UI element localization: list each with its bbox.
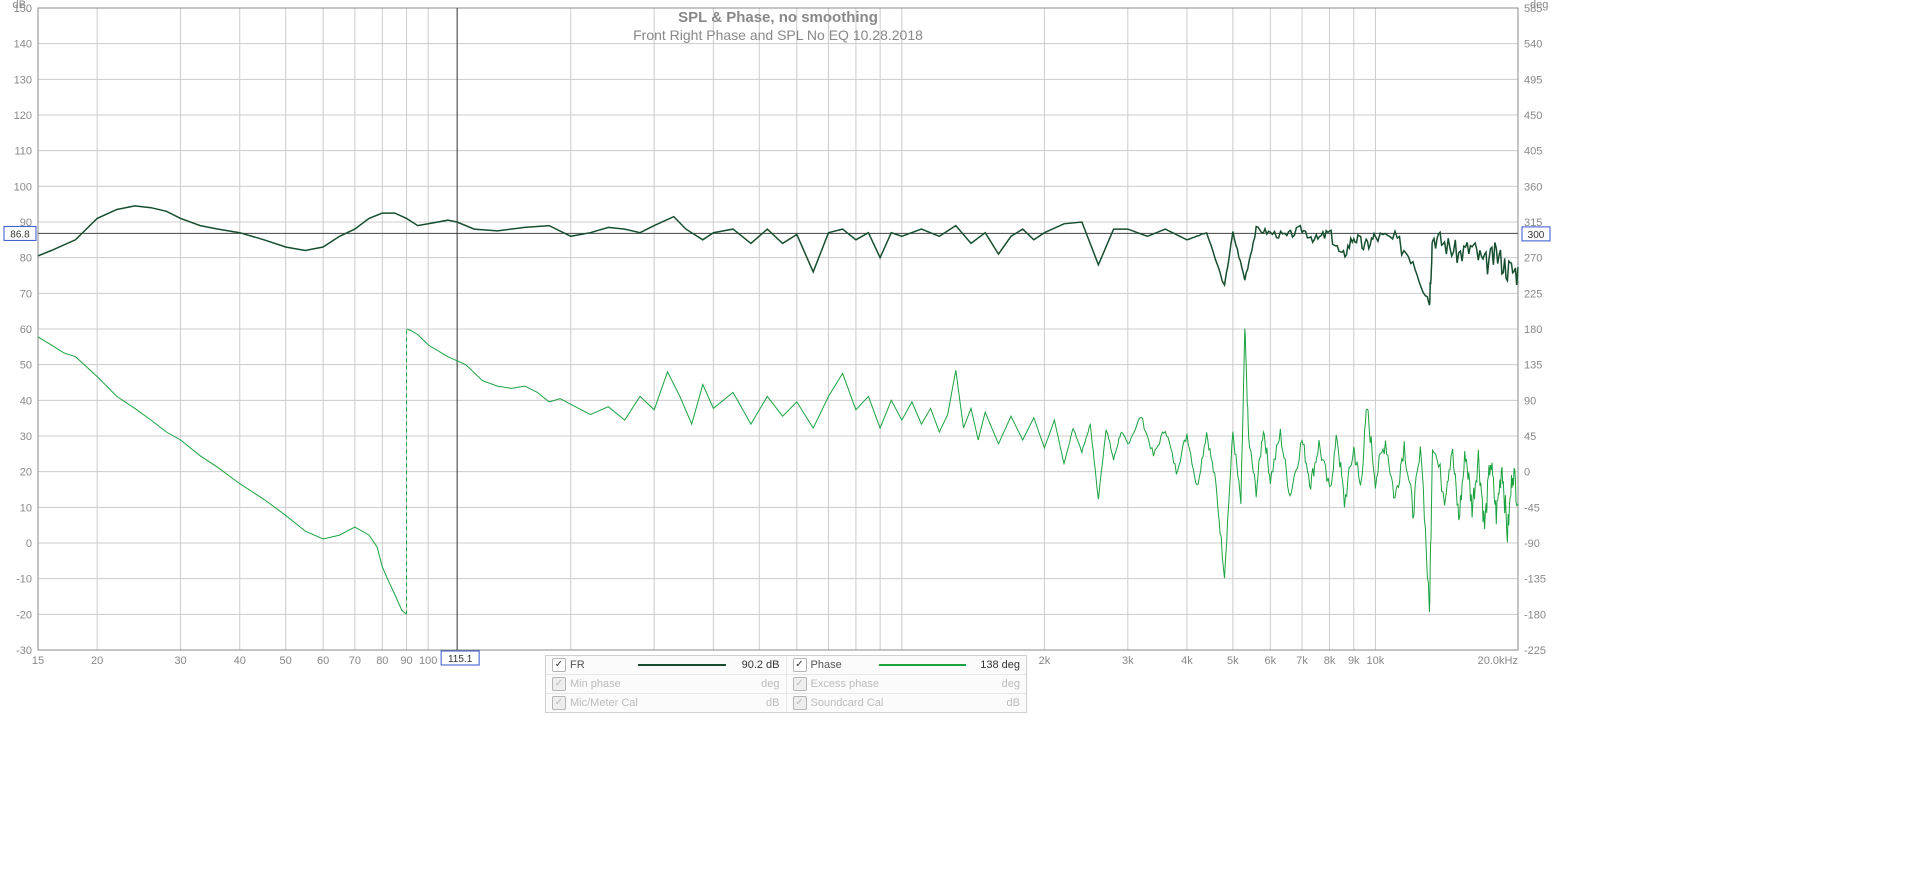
legend-label: Soundcard Cal (811, 697, 884, 709)
x-tick: 8k (1324, 655, 1336, 667)
y-right-tick: 135 (1524, 360, 1542, 372)
legend-item: Mic/Meter Cal dB (546, 693, 787, 712)
legend-item: Min phase deg (546, 674, 787, 693)
legend-label: Excess phase (811, 678, 879, 690)
legend-value: dB (734, 697, 780, 709)
legend-checkbox (793, 677, 807, 691)
legend-swatch (638, 664, 726, 666)
y-left-tick: 0 (26, 538, 32, 550)
y-left-tick: 50 (20, 360, 32, 372)
y-left-tick: 150 (14, 3, 32, 15)
x-tick: 6k (1265, 655, 1277, 667)
y-right-tick: -135 (1524, 574, 1546, 586)
legend-label: Phase (811, 659, 871, 671)
legend-label: Min phase (570, 678, 630, 690)
x-tick: 10k (1367, 655, 1385, 667)
y-left-tick: 10 (20, 502, 32, 514)
y-right-tick: 495 (1524, 74, 1542, 86)
x-tick: 3k (1122, 655, 1134, 667)
legend-label: FR (570, 659, 630, 671)
x-tick: 50 (280, 655, 292, 667)
chart-title: SPL & Phase, no smoothing (678, 9, 878, 26)
legend-value: dB (974, 697, 1020, 709)
x-tick: 40 (234, 655, 246, 667)
legend-checkbox[interactable] (552, 658, 566, 672)
y-right-tick: 0 (1524, 467, 1530, 479)
y-left-tick: 80 (20, 253, 32, 265)
y-left-tick: 60 (20, 324, 32, 336)
x-tick: 4k (1181, 655, 1193, 667)
svg-text:115.1: 115.1 (448, 654, 473, 665)
y-right-tick: 540 (1524, 39, 1542, 51)
y-left-tick: 130 (14, 74, 32, 86)
legend-value: deg (734, 678, 780, 690)
legend-checkbox[interactable] (793, 658, 807, 672)
legend-checkbox (552, 677, 566, 691)
y-left-tick: 100 (14, 181, 32, 193)
svg-text:20.0kHz: 20.0kHz (1478, 655, 1518, 667)
y-right-tick: 90 (1524, 395, 1536, 407)
x-tick: 20 (91, 655, 103, 667)
y-left-tick: 120 (14, 110, 32, 122)
legend-swatch (879, 664, 967, 666)
y-left-tick: 20 (20, 467, 32, 479)
legend-item[interactable]: FR 90.2 dB (546, 656, 787, 674)
legend-row: FR 90.2 dB Phase 138 deg (546, 656, 1026, 674)
svg-text:300: 300 (1528, 230, 1545, 241)
legend-value: deg (974, 678, 1020, 690)
x-tick: 100 (419, 655, 437, 667)
y-right-tick: 585 (1524, 3, 1542, 15)
y-left-tick: 40 (20, 395, 32, 407)
x-tick: 70 (349, 655, 361, 667)
legend-row: Min phase deg Excess phase deg (546, 674, 1026, 693)
chart-container: SPL & Phase, no smoothingFront Right Pha… (0, 0, 1920, 870)
legend-value: 90.2 dB (734, 659, 780, 671)
x-tick: 7k (1296, 655, 1308, 667)
y-right-tick: -45 (1524, 502, 1540, 514)
y-left-tick: 110 (14, 146, 32, 158)
x-tick: 60 (317, 655, 329, 667)
y-right-tick: -180 (1524, 609, 1546, 621)
y-left-tick: 140 (14, 39, 32, 51)
y-left-tick: -30 (16, 645, 32, 657)
x-tick: 90 (400, 655, 412, 667)
x-tick: 9k (1348, 655, 1360, 667)
x-tick: 2k (1039, 655, 1051, 667)
chart-svg[interactable]: SPL & Phase, no smoothingFront Right Pha… (0, 0, 1920, 870)
y-right-tick: 405 (1524, 146, 1542, 158)
y-right-tick: -90 (1524, 538, 1540, 550)
legend-checkbox (552, 696, 566, 710)
x-tick: 5k (1227, 655, 1239, 667)
legend-item[interactable]: Phase 138 deg (787, 656, 1027, 674)
legend-label: Mic/Meter Cal (570, 697, 638, 709)
y-right-tick: -225 (1524, 645, 1546, 657)
x-tick: 30 (174, 655, 186, 667)
chart-subtitle: Front Right Phase and SPL No EQ 10.28.20… (633, 27, 923, 43)
legend-checkbox (793, 696, 807, 710)
legend-item: Soundcard Cal dB (787, 693, 1027, 712)
svg-text:15: 15 (32, 655, 44, 667)
y-right-tick: 270 (1524, 253, 1542, 265)
y-right-tick: 450 (1524, 110, 1542, 122)
y-right-tick: 45 (1524, 431, 1536, 443)
y-left-tick: -10 (16, 574, 32, 586)
legend-row: Mic/Meter Cal dB Soundcard Cal dB (546, 693, 1026, 712)
y-left-tick: 70 (20, 288, 32, 300)
legend-swatch (638, 683, 726, 685)
legend: FR90.2 dBPhase138 degMin phasedegExcess … (545, 655, 1027, 713)
legend-value: 138 deg (974, 659, 1020, 671)
legend-swatch (891, 702, 966, 704)
y-right-tick: 180 (1524, 324, 1542, 336)
y-right-tick: 360 (1524, 181, 1542, 193)
svg-text:86.8: 86.8 (10, 229, 30, 240)
legend-swatch (646, 702, 726, 704)
y-left-tick: -20 (16, 609, 32, 621)
y-right-tick: 225 (1524, 288, 1542, 300)
y-left-tick: 30 (20, 431, 32, 443)
legend-swatch (887, 683, 966, 685)
x-tick: 80 (376, 655, 388, 667)
legend-item: Excess phase deg (787, 674, 1027, 693)
